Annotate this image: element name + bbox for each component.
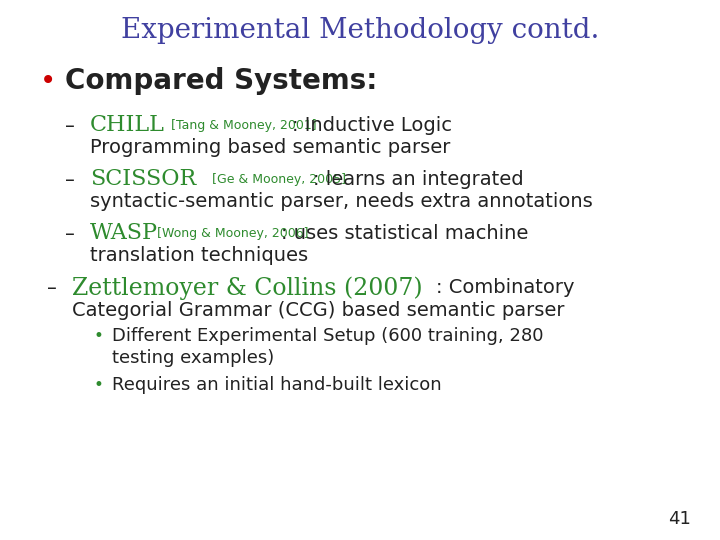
Text: •: •: [40, 67, 56, 95]
Text: Categorial Grammar (CCG) based semantic parser: Categorial Grammar (CCG) based semantic …: [72, 301, 564, 320]
Text: •: •: [94, 376, 104, 394]
Text: CHILL: CHILL: [90, 114, 165, 136]
Text: Compared Systems:: Compared Systems:: [65, 67, 377, 95]
Text: [Ge & Mooney, 2005]: [Ge & Mooney, 2005]: [212, 172, 346, 186]
Text: Zettlemoyer & Collins (2007): Zettlemoyer & Collins (2007): [72, 276, 423, 300]
Text: : learns an integrated: : learns an integrated: [313, 170, 524, 189]
Text: Requires an initial hand-built lexicon: Requires an initial hand-built lexicon: [112, 376, 441, 394]
Text: syntactic-semantic parser, needs extra annotations: syntactic-semantic parser, needs extra a…: [90, 192, 593, 211]
Text: 41: 41: [668, 510, 691, 528]
Text: [Wong & Mooney, 2006]: [Wong & Mooney, 2006]: [157, 226, 308, 240]
Text: •: •: [94, 327, 104, 345]
Text: Different Experimental Setup (600 training, 280: Different Experimental Setup (600 traini…: [112, 327, 543, 345]
Text: –: –: [65, 225, 75, 244]
Text: Experimental Methodology contd.: Experimental Methodology contd.: [121, 17, 599, 44]
Text: : Inductive Logic: : Inductive Logic: [292, 116, 451, 135]
Text: : Combinatory: : Combinatory: [436, 278, 574, 297]
Text: translation techniques: translation techniques: [90, 246, 308, 265]
Text: [Tang & Mooney, 2001]: [Tang & Mooney, 2001]: [171, 118, 317, 132]
Text: SCISSOR: SCISSOR: [90, 168, 197, 190]
Text: –: –: [65, 171, 75, 190]
Text: WASP: WASP: [90, 222, 158, 244]
Text: testing examples): testing examples): [112, 349, 274, 367]
Text: –: –: [65, 117, 75, 136]
Text: : uses statistical machine: : uses statistical machine: [281, 224, 528, 243]
Text: –: –: [47, 279, 57, 298]
Text: Programming based semantic parser: Programming based semantic parser: [90, 138, 451, 157]
